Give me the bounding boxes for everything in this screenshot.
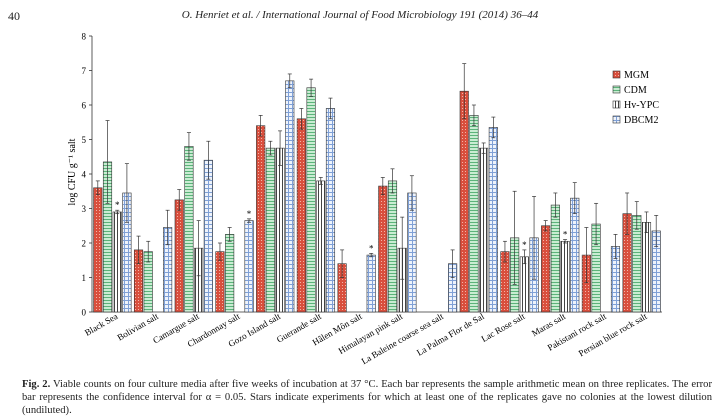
bar-cdm [225,234,235,313]
bar-cdm [387,180,398,313]
x-category-label: Lac Rose salt [479,311,526,344]
significance-star: * [115,200,120,210]
bar-cdm [632,215,642,313]
bar-hv-ypc [519,256,529,313]
y-tick-label: 4 [82,170,87,180]
bar-dbcm2 [285,80,295,313]
legend: MGM CDM Hv-YPC DBCM2 [612,70,659,126]
y-tick-label: 5 [82,135,87,145]
legend-swatch-mgm [612,70,621,79]
bar-chart: log CFU g⁻¹ salt 0 1 2 3 4 5 6 7 8 * * * * * Black S… [67,32,662,366]
page-number: 40 [8,9,20,23]
bar-dbcm2 [570,197,580,313]
bar-mgm [256,125,266,313]
bar-hv-ypc [112,211,122,313]
bar-mgm [215,251,225,313]
y-tick-label: 6 [82,101,87,111]
significance-star: * [369,243,374,253]
bar-dbcm2 [244,220,254,313]
bar-dbcm2 [325,108,336,313]
running-head: O. Henriet et al. / International Journa… [181,9,539,21]
bar-cdm [265,147,275,313]
bar-dbcm2 [366,254,376,313]
legend-label-hv-ypc: Hv-YPC [624,100,659,111]
legend-label-mgm: MGM [624,70,649,81]
bar-cdm [550,204,560,313]
x-category-label: Black Sea [83,311,119,338]
caption-label: Fig. 2. [22,379,51,390]
y-tick-label: 1 [82,273,87,283]
bar-cdm [469,115,479,313]
bar-dbcm2 [203,159,213,313]
x-category-label: La Palma Flor de Sal [415,311,486,358]
bar-mgm [174,199,184,313]
bar-dbcm2 [407,192,417,313]
y-tick-label: 0 [82,308,87,318]
figure-caption: Fig. 2. Viable counts on four culture me… [22,378,712,417]
significance-star: * [563,230,568,240]
bar-hv-ypc [479,147,489,313]
caption-text: Viable counts on four culture media afte… [22,379,712,416]
bar-mgm [459,90,469,313]
significance-star: * [522,240,527,250]
y-tick-label: 7 [82,66,87,76]
bar-hv-ypc [275,147,285,313]
bar-dbcm2 [488,127,498,313]
legend-swatch-cdm [612,85,621,94]
bar-hv-ypc [316,180,326,313]
bar-mgm [378,185,388,313]
x-category-label: Persian blue rock salt [577,311,649,359]
y-axis-label: log CFU g⁻¹ salt [67,138,78,205]
bar-mgm [541,225,551,313]
bar-hv-ypc [641,222,652,313]
bar-mgm [93,187,103,313]
legend-label-cdm: CDM [624,85,647,96]
bar-hv-ypc [560,240,570,313]
y-tick-label: 2 [82,239,87,249]
legend-swatch-dbcm2 [612,115,621,124]
legend-label-dbcm2: DBCM2 [624,115,658,126]
y-tick-label: 3 [82,204,87,214]
bar-cdm [184,146,194,313]
bar-groups: * * * * * [93,63,661,313]
bar-cdm [306,87,316,313]
significance-star: * [247,209,252,219]
legend-swatch-hv-ypc [612,100,621,109]
bar-mgm [296,118,306,313]
y-tick-label: 8 [82,32,87,42]
